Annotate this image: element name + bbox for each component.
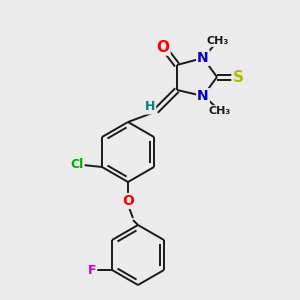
Text: Cl: Cl [70, 158, 84, 172]
Text: N: N [197, 51, 209, 65]
Text: O: O [122, 194, 134, 208]
Text: S: S [232, 70, 244, 85]
Text: F: F [88, 263, 96, 277]
Text: O: O [157, 40, 169, 55]
Text: CH₃: CH₃ [207, 36, 229, 46]
Text: CH₃: CH₃ [209, 106, 231, 116]
Text: H: H [145, 100, 155, 113]
Text: N: N [197, 89, 209, 103]
